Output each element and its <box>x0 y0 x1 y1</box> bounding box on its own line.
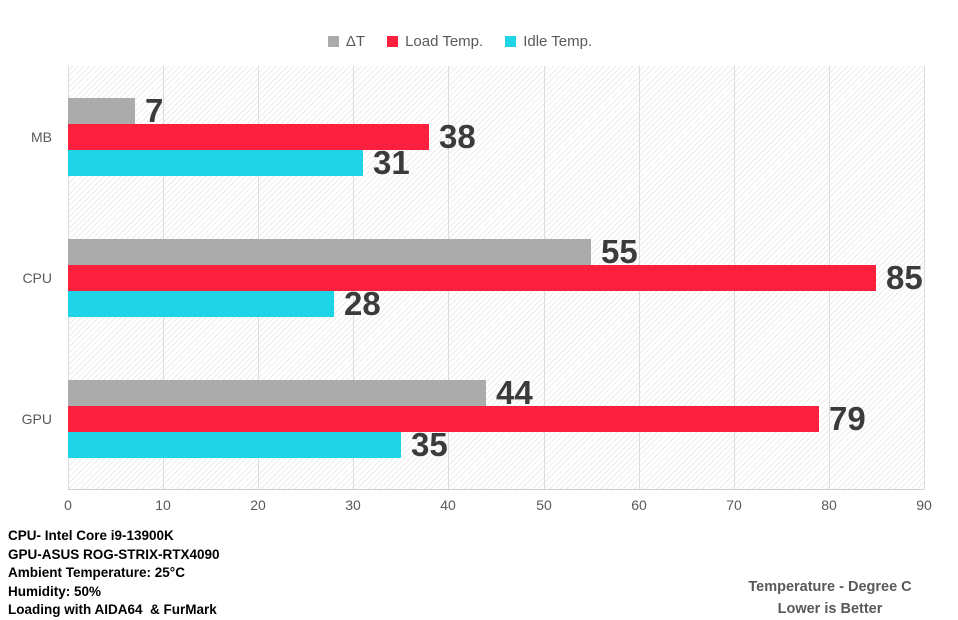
legend-swatch-icon <box>505 35 517 47</box>
bar-gpu-3 <box>68 432 401 458</box>
x-tick-label: 70 <box>726 497 742 513</box>
legend-swatch-icon <box>387 35 399 47</box>
legend-item-label: Idle Temp. <box>523 32 593 50</box>
setup-note-line-3: Ambient Temperature: 25°C <box>8 565 185 581</box>
x-tick-label: 90 <box>916 497 932 513</box>
bar-value-label: 79 <box>829 400 866 437</box>
legend-item-label: ΔT <box>345 32 366 50</box>
x-tick-label: 20 <box>250 497 266 513</box>
chart-caption: Temperature - Degree C Lower is Better <box>740 576 920 620</box>
x-tick-label: 0 <box>64 497 72 513</box>
x-tick-label: 40 <box>440 497 456 513</box>
caption-line-2: Lower is Better <box>777 601 883 617</box>
bar-value-label: 31 <box>373 144 410 181</box>
category-label: CPU <box>22 270 52 286</box>
bar-value-label: 35 <box>411 426 448 463</box>
x-tick-label: 60 <box>631 497 647 513</box>
legend-item-label: Load Temp. <box>405 32 484 50</box>
legend-item-1: ΔT <box>327 32 366 50</box>
category-label: MB <box>31 129 52 145</box>
bar-mb-2 <box>68 124 429 150</box>
x-tick-label: 50 <box>536 497 552 513</box>
category-label: GPU <box>21 411 52 427</box>
bar-value-label: 38 <box>439 118 476 155</box>
setup-note-line-5: Loading with AIDA64 & FurMark <box>8 602 217 618</box>
gridline <box>924 66 925 489</box>
plot-area: 7 38 31 55 85 28 44 79 35 <box>68 66 925 490</box>
bar-cpu-3 <box>68 291 334 317</box>
bar-value-label: 28 <box>344 285 381 322</box>
setup-note-line-4: Humidity: 50% <box>8 583 102 599</box>
setup-note-line-2: GPU-ASUS ROG-STRIX-RTX4090 <box>8 546 220 562</box>
x-tick-label: 30 <box>345 497 361 513</box>
legend: ΔT Load Temp. Idle Temp. <box>0 30 920 52</box>
bar-value-label: 55 <box>601 233 638 270</box>
bar-gpu-1 <box>68 380 486 406</box>
bar-value-label: 44 <box>496 374 533 411</box>
legend-item-3: Idle Temp. <box>505 33 592 50</box>
bar-gpu-2 <box>68 406 819 432</box>
test-setup-notes: CPU- Intel Core i9-13900K GPU-ASUS ROG-ST… <box>8 527 220 620</box>
bar-mb-3 <box>68 150 363 176</box>
x-tick-label: 80 <box>821 497 837 513</box>
caption-line-1: Temperature - Degree C <box>748 579 912 595</box>
legend-item-2: Load Temp. <box>387 33 483 50</box>
bar-cpu-2 <box>68 265 876 291</box>
bar-mb-1 <box>68 98 135 124</box>
x-tick-label: 10 <box>155 497 171 513</box>
legend-swatch-icon <box>327 35 339 47</box>
bar-value-label: 7 <box>145 92 164 129</box>
bar-cpu-1 <box>68 239 591 265</box>
setup-note-line-1: CPU- Intel Core i9-13900K <box>8 528 174 543</box>
bar-value-label: 85 <box>886 259 923 296</box>
